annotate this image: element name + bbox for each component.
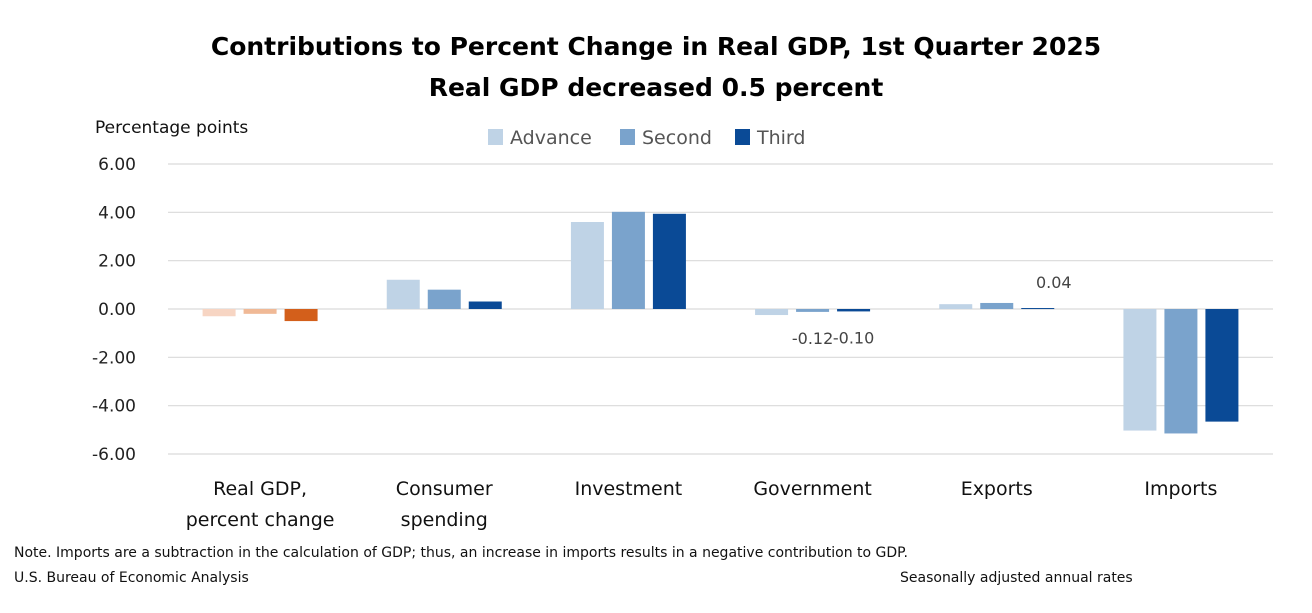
- x-tick-label: Real GDP,: [213, 478, 307, 500]
- x-tick-label: spending: [401, 509, 488, 531]
- bar-advance: [939, 304, 973, 309]
- bar-third: [468, 301, 502, 309]
- bar-advance: [386, 279, 420, 309]
- legend-label-second: Second: [642, 127, 712, 149]
- legend-label-third: Third: [756, 127, 805, 149]
- bar-second: [611, 211, 645, 309]
- x-tick-label: Investment: [575, 478, 683, 500]
- bar-third: [652, 213, 686, 309]
- y-tick-label: -2.00: [92, 348, 136, 368]
- y-tick-label: 6.00: [98, 155, 136, 175]
- bar-second: [243, 309, 277, 314]
- bar-advance: [1123, 309, 1157, 431]
- rates-note: Seasonally adjusted annual rates: [900, 570, 1133, 586]
- bar-advance: [202, 309, 236, 317]
- legend-swatch-advance: [488, 129, 503, 145]
- bar-third: [284, 309, 318, 322]
- bar-advance: [755, 309, 789, 316]
- data-label: 0.04: [1036, 273, 1072, 292]
- y-axis-label: Percentage points: [95, 118, 249, 138]
- data-label: -0.12: [792, 329, 833, 348]
- bar-second: [796, 309, 830, 312]
- chart-title: Contributions to Percent Change in Real …: [210, 32, 1102, 61]
- bar-second: [1164, 309, 1198, 434]
- legend-swatch-third: [735, 129, 750, 145]
- y-tick-label: -6.00: [92, 445, 136, 465]
- bar-third: [837, 309, 871, 312]
- legend-swatch-second: [620, 129, 635, 145]
- y-tick-label: 2.00: [98, 252, 136, 272]
- x-tick-label: Consumer: [396, 478, 493, 500]
- data-label: -0.10: [833, 328, 874, 347]
- chart-subtitle: Real GDP decreased 0.5 percent: [428, 73, 884, 102]
- bar-second: [980, 302, 1014, 309]
- legend-label-advance: Advance: [510, 127, 592, 149]
- x-tick-label: Government: [753, 478, 872, 500]
- x-tick-label: Imports: [1144, 478, 1217, 500]
- bar-second: [427, 289, 461, 309]
- footnote: Note. Imports are a subtraction in the c…: [14, 545, 908, 561]
- bar-third: [1021, 308, 1055, 310]
- y-tick-label: 4.00: [98, 203, 136, 223]
- bar-chart: 6.00 4.00 2.00 0.00 -2.00 -4.00 -6.00 Real GDP,…: [92, 127, 1273, 531]
- bar-third: [1205, 309, 1239, 422]
- y-tick-label: 0.00: [98, 300, 136, 320]
- x-tick-label: percent change: [186, 509, 335, 531]
- x-tick-label: Exports: [961, 478, 1033, 500]
- bar-advance: [570, 222, 604, 309]
- y-tick-label: -4.00: [92, 397, 136, 417]
- source-label: U.S. Bureau of Economic Analysis: [14, 570, 249, 586]
